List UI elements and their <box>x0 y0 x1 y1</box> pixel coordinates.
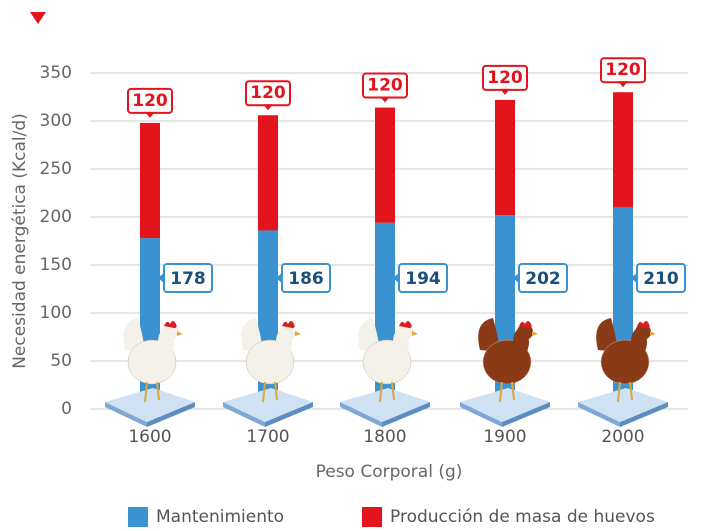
data-label: 186 <box>288 269 324 289</box>
y-tick-label: 50 <box>50 351 72 371</box>
x-tick-label: 1900 <box>483 427 526 447</box>
data-label: 210 <box>643 269 679 289</box>
platform <box>223 388 313 422</box>
chicken-beak <box>532 331 538 336</box>
data-label: 120 <box>605 60 641 80</box>
platform <box>460 388 550 422</box>
y-tick-label: 350 <box>40 63 72 83</box>
bar-segment <box>258 115 278 230</box>
label-pointer <box>618 81 628 87</box>
chicken-beak <box>177 331 183 336</box>
legend-label: Producción de masa de huevos <box>390 507 655 527</box>
y-axis-label: Necesidad energética (Kcal/d) <box>10 113 30 369</box>
bar-segment <box>375 108 395 223</box>
x-tick-label: 2000 <box>601 427 644 447</box>
decoration-triangle <box>30 12 46 24</box>
y-tick-label: 150 <box>40 255 72 275</box>
platform <box>578 388 668 422</box>
bar-segment <box>140 123 160 238</box>
data-label: 120 <box>487 68 523 88</box>
bar-segment <box>613 92 633 207</box>
label-pointer <box>263 104 273 110</box>
legend-swatch <box>362 507 382 527</box>
label-pointer <box>380 97 390 103</box>
x-tick-label: 1800 <box>363 427 406 447</box>
legend-label: Mantenimiento <box>156 507 284 527</box>
label-pointer <box>145 112 155 118</box>
label-pointer <box>500 89 510 95</box>
chicken-beak <box>412 331 418 336</box>
y-tick-label: 300 <box>40 111 72 131</box>
chicken-beak <box>650 331 656 336</box>
chart: Necesidad energética (Kcal/d) Peso Corpo… <box>0 0 708 527</box>
data-label: 194 <box>405 269 441 289</box>
platform <box>340 388 430 422</box>
bar-segment <box>495 100 515 215</box>
x-axis-label: Peso Corporal (g) <box>316 462 463 482</box>
data-label: 120 <box>250 83 286 103</box>
y-tick-label: 200 <box>40 207 72 227</box>
x-tick-label: 1600 <box>128 427 171 447</box>
legend-swatch <box>128 507 148 527</box>
data-label: 178 <box>170 269 206 289</box>
y-tick-label: 0 <box>61 399 72 419</box>
page: {"chart_data": {"type": "stacked-bar", "… <box>0 0 708 531</box>
x-tick-label: 1700 <box>246 427 289 447</box>
y-tick-label: 250 <box>40 159 72 179</box>
data-label: 120 <box>367 76 403 96</box>
data-label: 202 <box>525 269 561 289</box>
platform <box>105 388 195 422</box>
data-label: 120 <box>132 91 168 111</box>
chicken-beak <box>295 331 301 336</box>
y-tick-label: 100 <box>40 303 72 323</box>
